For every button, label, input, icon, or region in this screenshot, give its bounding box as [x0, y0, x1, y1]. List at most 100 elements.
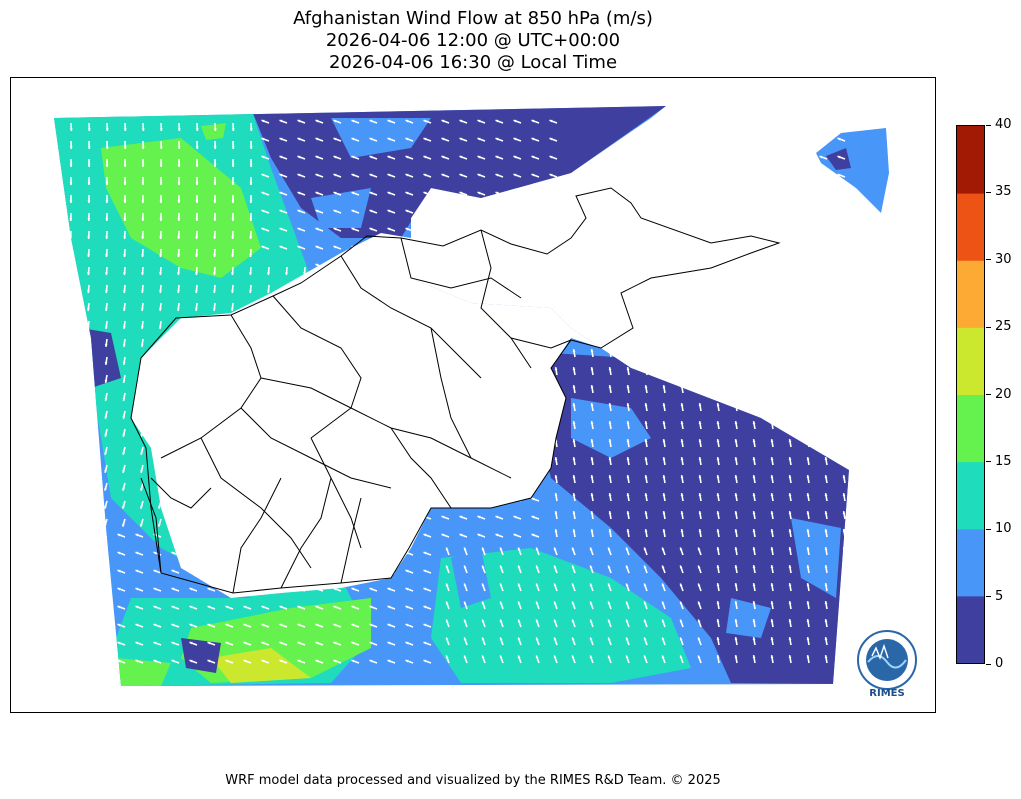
wind-arrow-head	[680, 439, 684, 442]
wind-arrow-head	[716, 457, 720, 460]
wind-arrow-head	[104, 505, 107, 509]
wind-arrow-head	[405, 605, 409, 609]
wind-arrow-head	[87, 218, 91, 221]
wind-arrow-head	[333, 191, 337, 195]
wind-arrow-head	[477, 191, 481, 195]
wind-arrow-head	[231, 254, 235, 257]
wind-arrow-head	[333, 569, 337, 573]
wind-arrow-head	[297, 623, 301, 627]
credit-footer: WRF model data processed and visualized …	[225, 773, 721, 788]
wind-arrow-head	[369, 119, 373, 123]
wind-arrow-head	[213, 164, 217, 167]
wind-arrow-head	[158, 487, 161, 491]
wind-arrow-head	[459, 191, 463, 195]
colorbar-band	[957, 126, 984, 194]
wind-arrow-head	[189, 569, 193, 573]
wind-arrow-head	[153, 569, 157, 573]
wind-arrow-head	[608, 403, 612, 406]
wind-arrow-head	[513, 173, 517, 177]
wind-arrow-head	[194, 326, 198, 329]
wind-arrow-head	[445, 547, 449, 551]
wind-arrow-head	[590, 403, 594, 406]
wind-arrow-head	[463, 565, 467, 569]
wind-arrow-head	[535, 637, 539, 641]
wind-arrow-head	[285, 290, 288, 293]
wind-arrow-head	[387, 623, 391, 627]
wind-arrow-head	[770, 475, 774, 478]
wind-arrow-head	[405, 659, 409, 663]
wind-arrow-head	[423, 119, 427, 123]
wind-arrow-head	[477, 533, 481, 537]
wind-arrow-head	[499, 655, 503, 659]
wind-arrow-head	[662, 403, 666, 406]
wind-arrow-head	[297, 641, 301, 645]
wind-arrow-head	[423, 569, 427, 573]
wind-arrow-head	[207, 533, 211, 537]
wind-arrow-head	[716, 637, 720, 640]
wind-arrow-head	[734, 529, 738, 532]
wind-arrow-head	[806, 619, 810, 622]
wind-arrow-head	[405, 227, 409, 231]
wind-arrow-head	[249, 254, 253, 257]
wind-arrow-head	[441, 533, 445, 537]
wind-arrow-head	[788, 619, 792, 622]
wind-arrow-head	[81, 659, 85, 663]
wind-arrow-head	[104, 416, 108, 419]
wind-arrow-head	[770, 493, 774, 496]
wind-arrow-head	[607, 655, 611, 659]
wind-arrow-head	[625, 601, 629, 605]
wind-arrow-head	[122, 433, 126, 437]
wind-arrow-head	[279, 227, 283, 231]
wind-arrow-head	[105, 272, 108, 275]
wind-arrow-head	[140, 469, 144, 473]
wind-arrow-head	[535, 565, 539, 569]
wind-arrow-head	[644, 511, 648, 514]
wind-arrow-head	[122, 398, 126, 401]
wind-arrow-head	[189, 587, 193, 591]
wind-arrow-head	[213, 236, 217, 239]
wind-arrow-head	[698, 367, 702, 370]
wind-arrow-head	[189, 551, 193, 555]
wind-arrow-head	[662, 349, 666, 352]
wind-arrow-head	[549, 155, 553, 159]
wind-arrow-head	[734, 349, 738, 352]
wind-arrow-head	[463, 619, 467, 623]
wind-arrow-head	[261, 209, 265, 213]
wind-arrow-head	[141, 290, 144, 293]
wind-arrow-head	[477, 497, 481, 501]
wind-arrow-head	[679, 601, 683, 605]
wind-arrow-head	[513, 533, 517, 537]
wind-arrow-head	[267, 290, 270, 293]
colorbar-band	[957, 193, 984, 261]
wind-arrow-head	[158, 344, 162, 347]
wind-arrow-head	[752, 331, 756, 334]
wind-arrow-head	[135, 623, 139, 627]
wind-arrow-head	[248, 523, 251, 527]
wind-arrow-head	[279, 209, 283, 213]
wind-arrow-head	[662, 421, 666, 424]
wind-arrow-head	[531, 497, 535, 501]
wind-arrow-head	[837, 119, 841, 123]
wind-arrow-head	[261, 623, 265, 627]
wind-arrow-head	[535, 655, 539, 659]
wind-arrow-head	[333, 245, 337, 249]
wind-arrow-head	[104, 433, 108, 437]
wind-arrow-head	[351, 659, 355, 663]
wind-arrow-head	[734, 601, 738, 604]
wind-arrow-head	[87, 164, 91, 167]
wind-arrow-head	[770, 583, 774, 586]
wind-arrow-head	[351, 209, 355, 213]
wind-arrow-head	[495, 191, 499, 195]
wind-arrow-head	[135, 533, 139, 537]
wind-arrow-head	[369, 209, 373, 213]
wind-arrow-head	[140, 362, 144, 365]
wind-arrow-head	[680, 493, 684, 496]
wind-arrow-head	[531, 119, 535, 123]
wind-arrow-head	[626, 493, 630, 496]
wind-arrow-head	[423, 641, 427, 645]
wind-arrow-head	[698, 385, 702, 388]
wind-arrow-head	[153, 659, 157, 663]
wind-arrow-head	[441, 119, 445, 123]
colorbar-band	[957, 461, 984, 530]
wind-arrow-head	[158, 398, 162, 401]
